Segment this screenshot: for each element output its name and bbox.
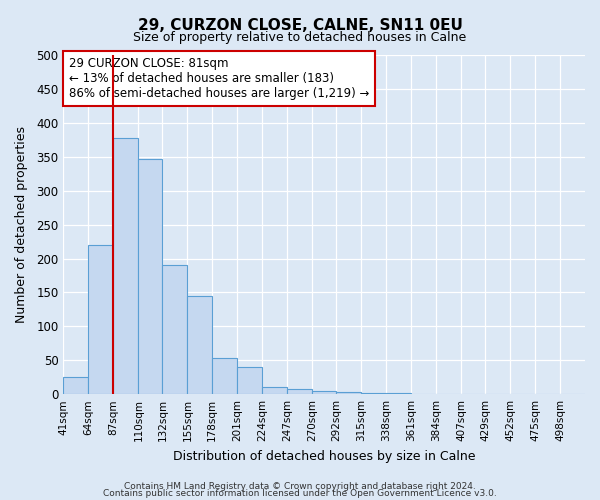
- Text: 29, CURZON CLOSE, CALNE, SN11 0EU: 29, CURZON CLOSE, CALNE, SN11 0EU: [137, 18, 463, 32]
- Text: Contains HM Land Registry data © Crown copyright and database right 2024.: Contains HM Land Registry data © Crown c…: [124, 482, 476, 491]
- Bar: [88, 245, 113, 394]
- Bar: [139, 159, 163, 394]
- Bar: [212, 358, 237, 394]
- Bar: [113, 138, 139, 394]
- Y-axis label: Number of detached properties: Number of detached properties: [15, 126, 28, 323]
- Text: Size of property relative to detached houses in Calne: Size of property relative to detached ho…: [133, 31, 467, 44]
- Bar: [187, 296, 212, 394]
- Bar: [262, 386, 287, 394]
- Text: 29 CURZON CLOSE: 81sqm
← 13% of detached houses are smaller (183)
86% of semi-de: 29 CURZON CLOSE: 81sqm ← 13% of detached…: [68, 56, 369, 100]
- Bar: [336, 392, 361, 394]
- Bar: [64, 377, 88, 394]
- Bar: [386, 393, 411, 394]
- Bar: [163, 266, 187, 394]
- Bar: [237, 367, 262, 394]
- X-axis label: Distribution of detached houses by size in Calne: Distribution of detached houses by size …: [173, 450, 475, 462]
- Text: Contains public sector information licensed under the Open Government Licence v3: Contains public sector information licen…: [103, 489, 497, 498]
- Bar: [287, 389, 312, 394]
- Bar: [361, 393, 386, 394]
- Bar: [312, 391, 336, 394]
